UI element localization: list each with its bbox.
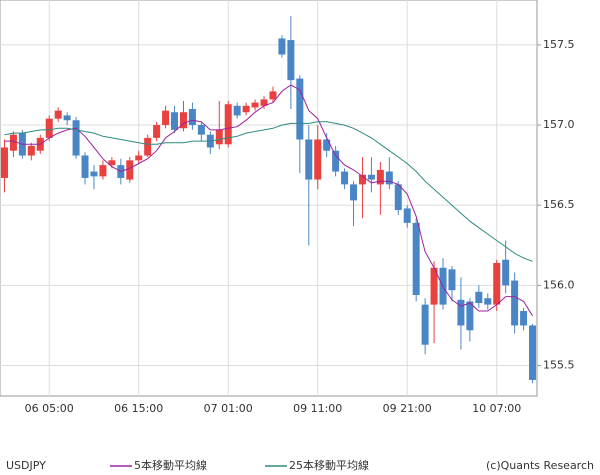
candle-body xyxy=(260,99,268,106)
candle-body xyxy=(385,171,393,185)
moving-average-line xyxy=(4,121,533,262)
candle-body xyxy=(251,102,259,108)
candle-body xyxy=(511,280,519,326)
candle-body xyxy=(0,147,8,178)
candle-body xyxy=(520,311,528,326)
candle-body xyxy=(171,112,179,130)
candle-body xyxy=(350,184,358,201)
candle-body xyxy=(448,269,456,291)
candle-body xyxy=(403,208,411,223)
candle-body xyxy=(9,134,17,151)
candle-body xyxy=(90,171,98,177)
candle-body xyxy=(358,174,366,185)
candle-body xyxy=(430,267,438,305)
plot-frame xyxy=(0,0,538,397)
candle-body xyxy=(394,184,402,211)
moving-average-line xyxy=(4,84,533,317)
candle-body xyxy=(475,291,483,304)
candle-body xyxy=(367,174,375,180)
candle-body xyxy=(421,304,429,345)
candle-body xyxy=(197,125,205,135)
candle-body xyxy=(162,110,170,126)
candle-body xyxy=(153,125,161,138)
candle-body xyxy=(233,105,241,116)
x-tick-label: 06 15:00 xyxy=(114,402,163,415)
candle-body xyxy=(215,129,223,145)
candle-body xyxy=(179,112,187,129)
y-tick-label: 155.5 xyxy=(543,359,575,372)
candle-body xyxy=(108,160,116,166)
candle-body xyxy=(278,38,286,55)
candle-body xyxy=(502,259,510,286)
x-tick-label: 09 21:00 xyxy=(383,402,432,415)
candle-body xyxy=(224,104,232,145)
candle-body xyxy=(45,118,53,138)
candle-body xyxy=(135,155,143,161)
candle-body xyxy=(27,145,35,156)
candle-body xyxy=(296,78,304,140)
copyright: (c)Quants Research xyxy=(486,459,594,472)
candle-body xyxy=(81,155,89,178)
x-tick-label: 09 11:00 xyxy=(293,402,342,415)
x-tick-label: 10 07:00 xyxy=(472,402,521,415)
candle-body xyxy=(242,105,250,113)
candle-body xyxy=(412,222,420,295)
candle-body xyxy=(126,160,134,180)
candle-body xyxy=(287,40,295,81)
candle-body xyxy=(529,325,537,380)
candle-body xyxy=(466,301,474,331)
legend-label: 25本移動平均線 xyxy=(289,458,369,472)
y-tick-label: 156.0 xyxy=(543,278,575,291)
candle-body xyxy=(457,299,465,326)
candle-body xyxy=(314,139,322,180)
candle-body xyxy=(305,139,313,180)
candle-body xyxy=(269,91,277,100)
candle-body xyxy=(144,137,152,156)
candle-body xyxy=(493,262,501,305)
candle-body xyxy=(63,115,71,121)
candle-body xyxy=(99,165,107,177)
x-tick-label: 07 01:00 xyxy=(204,402,253,415)
candle-body xyxy=(188,109,196,126)
candle-body xyxy=(54,110,62,119)
candle-body xyxy=(376,169,384,185)
y-tick-label: 157.0 xyxy=(543,118,575,131)
candle-body xyxy=(341,171,349,185)
x-tick-label: 06 05:00 xyxy=(25,402,74,415)
candle-body xyxy=(332,150,340,172)
y-tick-label: 156.5 xyxy=(543,198,575,211)
candle-body xyxy=(484,298,492,305)
candle-body xyxy=(72,120,80,156)
symbol: USDJPY xyxy=(6,459,46,472)
legend-label: 5本移動平均線 xyxy=(134,458,207,472)
candle-body xyxy=(323,139,331,151)
y-tick-label: 157.5 xyxy=(543,38,575,51)
